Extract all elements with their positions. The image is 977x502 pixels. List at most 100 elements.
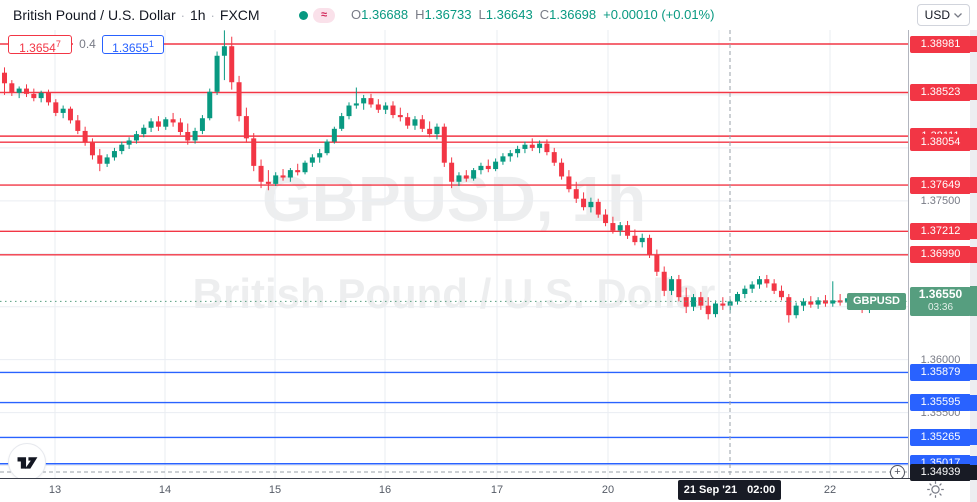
candle-body <box>397 115 403 118</box>
currency-selector-button[interactable]: USD <box>916 4 970 26</box>
candle-body <box>610 223 616 231</box>
candle-body <box>141 127 147 135</box>
candle-body <box>309 157 315 163</box>
level-price-label[interactable]: 1.36990 <box>910 246 971 264</box>
candle-body <box>221 46 227 56</box>
title-separator: · <box>210 8 215 23</box>
price-line-symbol-tag[interactable]: GBPUSD <box>846 292 906 310</box>
tradingview-logo-icon <box>17 457 38 469</box>
tradingview-logo[interactable] <box>8 443 46 478</box>
low-letter: L <box>478 7 486 22</box>
candle-body <box>104 157 110 164</box>
candle-body <box>449 162 455 182</box>
time-tick-label: 16 <box>378 484 392 496</box>
candle-body <box>375 104 381 110</box>
candle-body <box>507 153 513 157</box>
candle-body <box>581 198 587 208</box>
price-tick-label: 1.37500 <box>910 193 971 208</box>
candle-body <box>331 128 337 142</box>
candle-body <box>786 297 792 316</box>
candle-body <box>2 72 7 84</box>
candle-body <box>647 237 653 255</box>
sell-price-main: 1.3654 <box>19 41 56 55</box>
exchange-label: FXCM <box>219 7 260 23</box>
candle-body <box>405 117 411 126</box>
chart-pane[interactable]: GBPUSD, 1h British Pound / U.S. Dollar 1… <box>0 30 908 478</box>
level-price-label[interactable]: 1.35879 <box>910 363 971 381</box>
level-price-label[interactable]: 1.37212 <box>910 222 971 240</box>
bar-countdown: 03:36 <box>927 301 954 313</box>
add-alert-plus-button[interactable]: + <box>890 464 905 478</box>
candle-body <box>808 301 814 305</box>
candlestick-chart[interactable] <box>0 30 908 478</box>
candle-body <box>793 305 799 316</box>
candle-body <box>742 288 748 295</box>
candle-body <box>302 162 308 173</box>
theme-toggle-sun-icon[interactable] <box>926 480 945 499</box>
candle-body <box>133 134 139 141</box>
candle-body <box>639 237 645 243</box>
symbol-title[interactable]: British Pound / U.S. Dollar · 1h · FXCM <box>13 0 260 30</box>
scale-marker <box>970 464 977 480</box>
scale-marker <box>970 223 977 240</box>
watermark-name: British Pound / U.S. Dollar <box>192 270 716 317</box>
delayed-data-badge[interactable]: ≈ <box>313 8 335 23</box>
candle-body <box>170 119 176 123</box>
buy-price-fraction: 1 <box>148 39 154 49</box>
chart-header: British Pound / U.S. Dollar · 1h · FXCM ≈ O1… <box>0 0 977 30</box>
scale-marker <box>970 134 977 151</box>
candle-body <box>661 271 667 291</box>
close-value: 1.36698 <box>549 7 597 22</box>
candle-body <box>390 105 396 116</box>
candle-body <box>515 148 521 154</box>
candle-body <box>192 130 198 141</box>
price-axis[interactable]: 1.36550 03:36 1.34939 1.37500 1.36000 1.35… <box>908 30 977 481</box>
candle-body <box>522 144 528 149</box>
scale-marker <box>970 36 977 52</box>
time-axis[interactable]: 21 Sep '21 02:00 13 14 15 16 17 20 22 <box>0 478 977 502</box>
candle-body <box>339 116 345 129</box>
candle-body <box>529 144 535 148</box>
candle-body <box>764 279 770 284</box>
candle-body <box>566 176 572 190</box>
candle-body <box>471 170 477 179</box>
high-letter: H <box>415 7 425 22</box>
candle-body <box>485 165 491 170</box>
candle-body <box>163 119 169 127</box>
candle-body <box>60 108 66 113</box>
candle-body <box>324 141 330 154</box>
currency-label: USD <box>924 8 950 22</box>
sell-price-label[interactable]: 1.36547 <box>8 35 72 55</box>
level-price-label[interactable]: 1.37649 <box>910 176 971 194</box>
candle-body <box>683 297 689 307</box>
time-tick-label: 14 <box>158 484 172 496</box>
candle-body <box>456 175 462 182</box>
level-price-label[interactable]: 1.38523 <box>910 83 971 101</box>
candle-body <box>295 170 301 173</box>
level-price-label[interactable]: 1.38981 <box>910 35 971 53</box>
candle-body <box>126 140 132 145</box>
candle-body <box>346 105 352 117</box>
level-price-label[interactable]: 1.38054 <box>910 133 971 151</box>
candle-body <box>705 305 711 315</box>
candle-body <box>815 300 821 305</box>
candle-body <box>551 152 557 163</box>
level-price-label[interactable]: 1.35595 <box>910 394 971 412</box>
candle-body <box>229 46 235 83</box>
candle-body <box>676 279 682 298</box>
candle-body <box>45 92 51 103</box>
candle-body <box>361 98 367 104</box>
sell-price-fraction: 7 <box>55 39 61 49</box>
candle-body <box>588 201 594 208</box>
crosshair-time-label: 21 Sep '21 02:00 <box>678 480 781 500</box>
interval-label[interactable]: 1h <box>189 7 206 23</box>
candle-body <box>23 88 29 94</box>
candle-body <box>478 165 484 171</box>
scale-marker <box>970 246 977 263</box>
candle-body <box>75 120 81 131</box>
level-price-label[interactable]: 1.35265 <box>910 428 971 446</box>
candle-body <box>493 161 499 170</box>
candle-body <box>67 108 73 121</box>
buy-price-label[interactable]: 1.36551 <box>102 35 164 55</box>
